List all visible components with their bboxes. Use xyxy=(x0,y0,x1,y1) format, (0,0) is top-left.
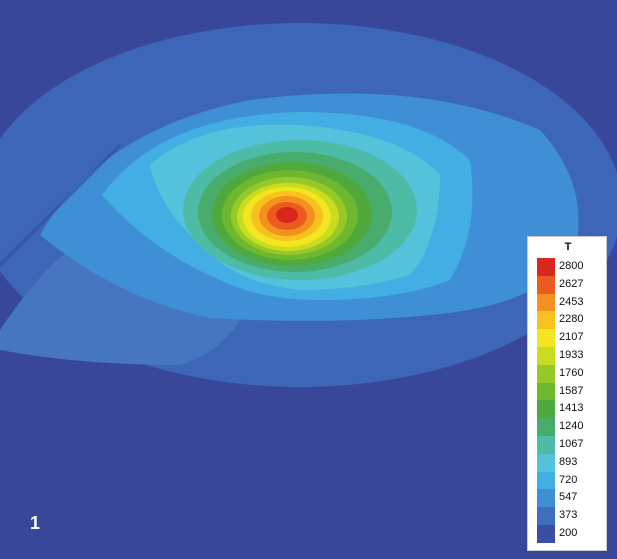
colorbar-value: 1760 xyxy=(559,366,584,379)
colorbar-swatch xyxy=(537,525,555,543)
colorbar-swatch xyxy=(537,258,555,276)
colorbar-level: 893 xyxy=(537,453,605,472)
colorbar-level: 2107 xyxy=(537,329,605,347)
colorbar-title: T xyxy=(564,241,572,253)
colorbar-value: 2453 xyxy=(559,295,584,308)
colorbar-level: 1587 xyxy=(537,382,605,401)
colorbar-swatch xyxy=(537,293,555,312)
colorbar-swatch xyxy=(537,489,555,508)
colorbar-swatch xyxy=(537,400,555,419)
colorbar-level: 1413 xyxy=(537,400,605,419)
colorbar-swatch xyxy=(537,507,555,525)
colorbar-level: 2280 xyxy=(537,311,605,330)
colorbar-value: 2280 xyxy=(559,313,584,326)
colorbar-value: 1240 xyxy=(559,420,584,433)
colorbar-level: 200 xyxy=(537,525,605,543)
colorbar-value: 893 xyxy=(559,455,578,468)
contour-band-2800 xyxy=(276,207,298,223)
colorbar-swatch xyxy=(537,418,555,436)
colorbar-swatch xyxy=(537,347,555,365)
colorbar-level: 2627 xyxy=(537,275,605,294)
colorbar-value: 1413 xyxy=(559,402,584,415)
colorbar-value: 200 xyxy=(559,527,578,539)
colorbar-level: 373 xyxy=(537,507,605,525)
colorbar-swatch xyxy=(537,382,555,401)
colorbar-value: 2107 xyxy=(559,331,584,344)
colorbar-value: 720 xyxy=(559,473,578,486)
colorbar-level: 1933 xyxy=(537,347,605,365)
colorbar-value: 373 xyxy=(559,509,578,522)
colorbar-value: 547 xyxy=(559,491,578,504)
colorbar-swatch xyxy=(537,275,555,294)
panel-number-label: 1 xyxy=(30,513,41,533)
colorbar-level: 1760 xyxy=(537,364,605,383)
colorbar-swatch xyxy=(537,364,555,383)
colorbar-value: 2627 xyxy=(559,277,584,290)
crease-line xyxy=(0,143,122,267)
temperature-colorbar: T 2800 2627 2453 2280 2107 1933 1760 1587 1413 12… xyxy=(527,236,607,551)
colorbar-level: 2800 xyxy=(537,258,605,276)
colorbar-swatch xyxy=(537,436,555,454)
colorbar-level: 2453 xyxy=(537,293,605,312)
colorbar-swatch xyxy=(537,471,555,490)
colorbar-value: 1587 xyxy=(559,384,584,397)
colorbar-value: 2800 xyxy=(559,260,584,272)
colorbar-value: 1067 xyxy=(559,438,584,450)
colorbar-level: 1067 xyxy=(537,436,605,454)
colorbar-swatch xyxy=(537,311,555,330)
colorbar-value: 1933 xyxy=(559,349,584,361)
colorbar-swatch xyxy=(537,453,555,472)
colorbar-level: 547 xyxy=(537,489,605,508)
colorbar-level: 1240 xyxy=(537,418,605,436)
colorbar-swatch xyxy=(537,329,555,347)
colorbar-level: 720 xyxy=(537,471,605,490)
